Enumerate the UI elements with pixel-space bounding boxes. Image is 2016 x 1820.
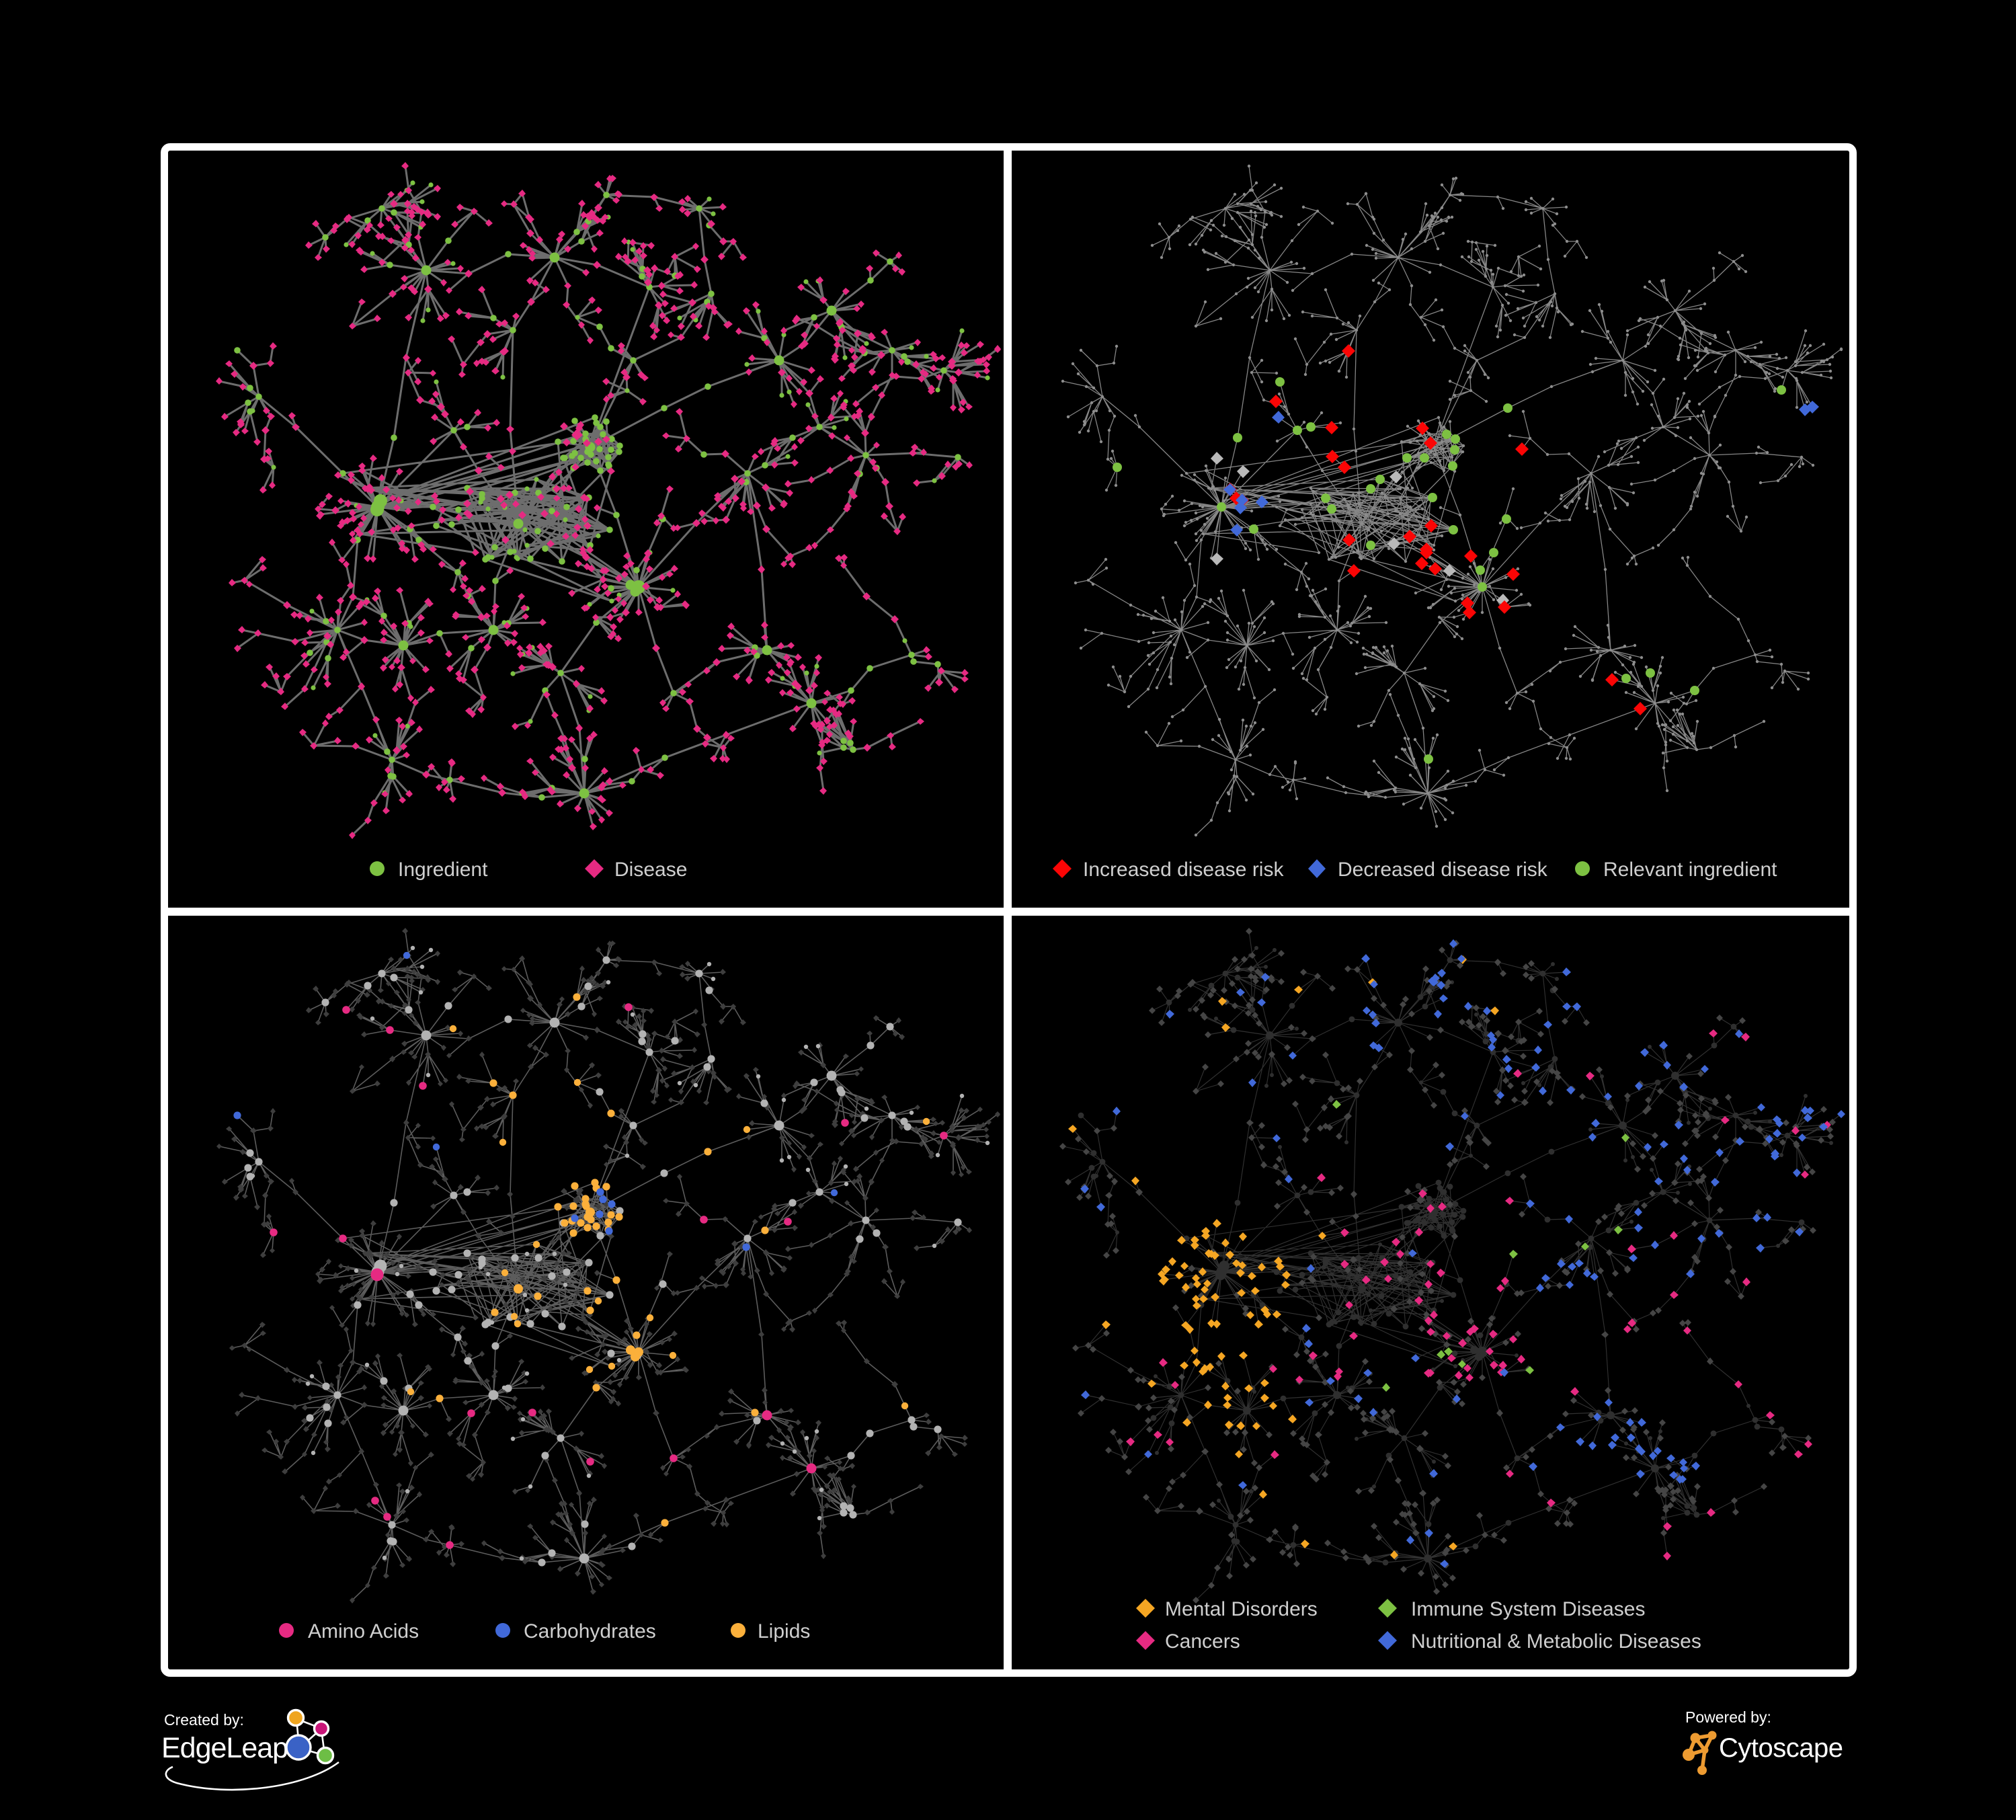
svg-text:Increased disease risk: Increased disease risk [1083, 859, 1284, 881]
svg-text:Decreased disease risk: Decreased disease risk [1338, 859, 1548, 881]
svg-text:EdgeLeap: EdgeLeap [161, 1732, 288, 1764]
svg-text:Relevant ingredient: Relevant ingredient [1603, 859, 1777, 881]
svg-text:Ingredient: Ingredient [398, 859, 488, 881]
svg-text:Lipids: Lipids [758, 1620, 810, 1643]
svg-text:Nutritional & Metabolic Diseas: Nutritional & Metabolic Diseases [1411, 1630, 1701, 1653]
svg-text:Disease: Disease [614, 859, 687, 881]
svg-text:Cytoscape: Cytoscape [1719, 1733, 1843, 1763]
svg-text:Amino Acids: Amino Acids [308, 1620, 419, 1643]
svg-text:Mental Disorders: Mental Disorders [1165, 1598, 1318, 1620]
svg-text:Created by:: Created by: [164, 1711, 244, 1729]
svg-text:Immune System Diseases: Immune System Diseases [1411, 1598, 1645, 1620]
svg-text:Powered by:: Powered by: [1685, 1708, 1771, 1726]
svg-text:Cancers: Cancers [1165, 1630, 1240, 1653]
svg-text:Carbohydrates: Carbohydrates [524, 1620, 656, 1643]
